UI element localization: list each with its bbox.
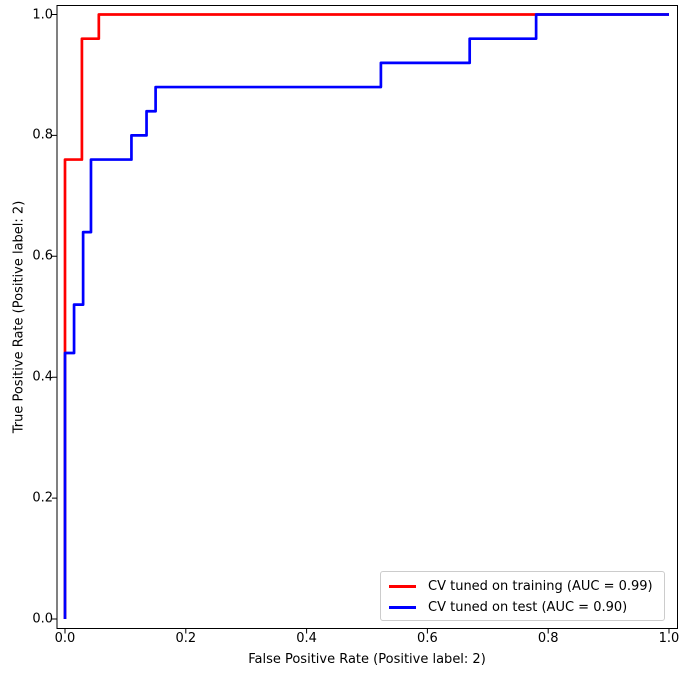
legend-entry-training: CV tuned on training (AUC = 0.99) bbox=[389, 576, 664, 597]
y-tick-label: 0.4 bbox=[32, 369, 53, 385]
y-tick-label: 1.0 bbox=[32, 7, 53, 22]
y-tick-label: 0.0 bbox=[32, 611, 53, 627]
x-tick-label: 0.4 bbox=[296, 631, 317, 646]
x-tick-label: 0.6 bbox=[417, 631, 438, 646]
x-tick-marks bbox=[64, 628, 670, 634]
legend-line-swatch-training bbox=[389, 585, 416, 588]
y-axis-tick-labels: 0.0 0.2 0.4 0.6 0.8 1.0 bbox=[0, 0, 53, 679]
x-tick-label: 0.8 bbox=[537, 631, 559, 646]
legend-label-test: CV tuned on test (AUC = 0.90) bbox=[428, 600, 628, 615]
y-tick-label: 0.8 bbox=[32, 127, 53, 143]
legend-line-swatch-test bbox=[389, 606, 416, 609]
x-axis-label: False Positive Rate (Positive label: 2) bbox=[248, 652, 486, 667]
legend-entry-test: CV tuned on test (AUC = 0.90) bbox=[389, 597, 664, 618]
y-tick-label: 0.6 bbox=[32, 248, 53, 264]
axes-frame bbox=[56, 5, 678, 629]
roc-curve-test-line bbox=[63, 13, 669, 619]
x-tick-label: 0.2 bbox=[175, 631, 197, 646]
y-tick-marks bbox=[52, 14, 57, 620]
legend-label-training: CV tuned on training (AUC = 0.99) bbox=[428, 579, 653, 594]
y-tick-label: 0.2 bbox=[32, 490, 53, 506]
legend: CV tuned on training (AUC = 0.99) CV tun… bbox=[380, 571, 665, 621]
x-axis-tick-labels: 0.0 0.2 0.4 0.6 0.8 1.0 bbox=[0, 631, 692, 647]
y-axis-label: True Positive Rate (Positive label: 2) bbox=[11, 200, 27, 434]
roc-curve-training-line bbox=[63, 13, 669, 619]
x-tick-label: 1.0 bbox=[658, 631, 680, 646]
x-tick-label: 0.0 bbox=[54, 631, 76, 646]
